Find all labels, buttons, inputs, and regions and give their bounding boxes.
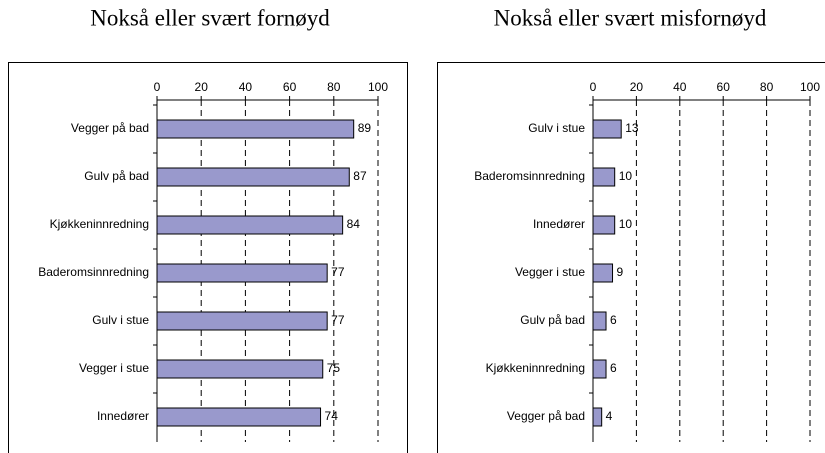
bar [156, 167, 350, 187]
y-tick-label: Vegger på bad [71, 121, 149, 135]
value-label: 13 [625, 121, 639, 135]
bar [592, 263, 614, 283]
y-tick-label: Gulv på bad [84, 169, 149, 183]
x-tick-label: 80 [327, 80, 341, 94]
y-tick-label: Vegger i stue [515, 265, 585, 279]
x-tick-label: 100 [800, 80, 820, 94]
bar [156, 311, 328, 331]
x-tick-label: 0 [590, 80, 597, 94]
value-label: 10 [619, 217, 633, 231]
y-tick-label: Baderomsinnredning [38, 265, 149, 279]
value-label: 9 [617, 265, 624, 279]
panel-frame [437, 62, 825, 453]
y-tick-label: Kjøkkeninnredning [50, 217, 149, 231]
value-label: 4 [606, 409, 613, 423]
x-tick-label: 100 [368, 80, 388, 94]
bar [592, 407, 603, 427]
y-tick-label: Vegger i stue [79, 361, 149, 375]
bar [592, 311, 607, 331]
chart-title: Nokså eller svært misfornøyd [494, 5, 767, 30]
bar [156, 215, 344, 235]
y-tick-label: Kjøkkeninnredning [486, 361, 585, 375]
x-tick-label: 20 [630, 80, 644, 94]
bar [592, 167, 616, 187]
bar [592, 215, 616, 235]
value-label: 74 [325, 409, 339, 423]
x-tick-label: 0 [154, 80, 161, 94]
x-tick-label: 60 [283, 80, 297, 94]
y-tick-label: Baderomsinnredning [474, 169, 585, 183]
value-label: 6 [610, 361, 617, 375]
y-tick-label: Gulv i stue [92, 313, 149, 327]
bar [592, 119, 622, 139]
y-tick-label: Gulv på bad [520, 313, 585, 327]
y-tick-label: Gulv i stue [528, 121, 585, 135]
panel-frame [8, 62, 408, 453]
bar [156, 119, 355, 139]
bar [156, 359, 324, 379]
y-tick-label: Innedører [97, 409, 149, 423]
bar [156, 263, 328, 283]
value-label: 6 [610, 313, 617, 327]
bar [156, 407, 322, 427]
value-label: 10 [619, 169, 633, 183]
value-label: 84 [347, 217, 361, 231]
x-tick-label: 80 [760, 80, 774, 94]
bar [592, 359, 607, 379]
y-tick-label: Innedører [533, 217, 585, 231]
x-tick-label: 40 [239, 80, 253, 94]
value-label: 89 [358, 121, 372, 135]
value-label: 77 [331, 265, 345, 279]
y-tick-label: Vegger på bad [507, 409, 585, 423]
value-label: 77 [331, 313, 345, 327]
value-label: 75 [327, 361, 341, 375]
chart-title: Nokså eller svært fornøyd [90, 5, 330, 30]
x-tick-label: 60 [717, 80, 731, 94]
x-tick-label: 20 [195, 80, 209, 94]
value-label: 87 [353, 169, 367, 183]
x-tick-label: 40 [673, 80, 687, 94]
